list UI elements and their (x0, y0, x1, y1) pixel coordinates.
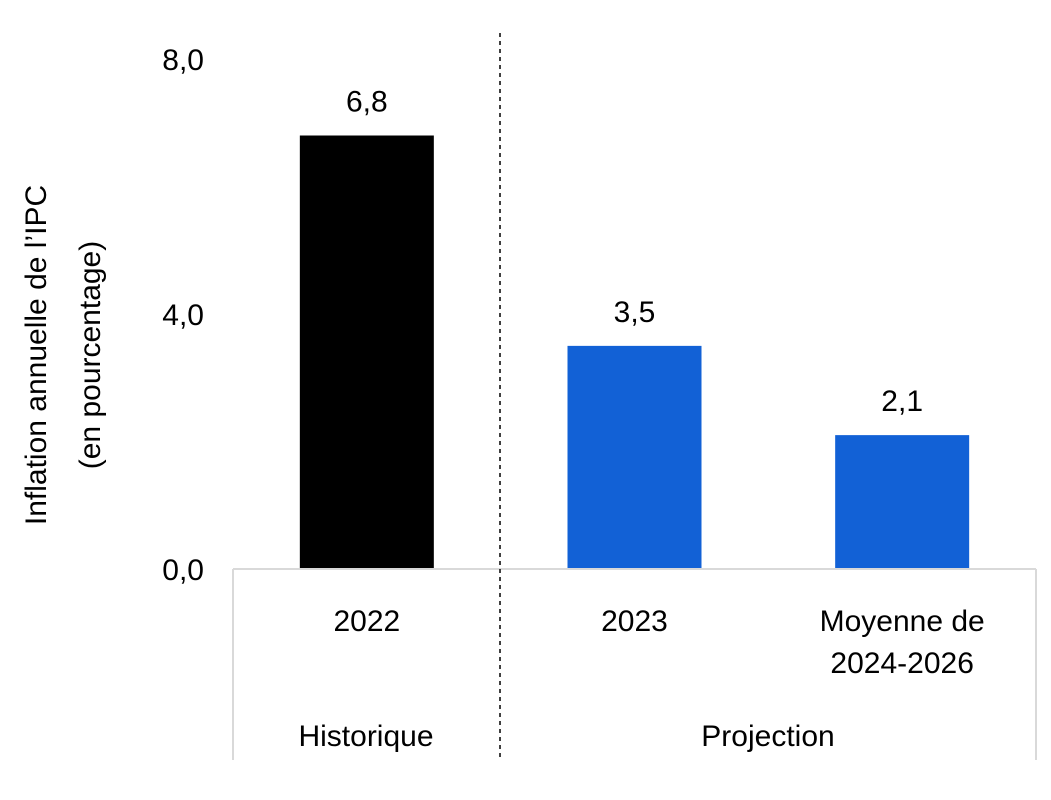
data-label: 3,5 (614, 296, 656, 329)
category-label: 2023 (601, 605, 668, 638)
y-tick-label: 0,0 (162, 554, 204, 587)
y-tick-label: 4,0 (162, 299, 204, 332)
bars (299, 135, 970, 569)
y-axis-title-line-1: Inflation annuelle de l’IPC (20, 185, 53, 525)
bar-3 (835, 435, 970, 569)
group-label: Historique (298, 720, 433, 753)
category-label: 2022 (333, 605, 400, 638)
y-tick-label: 8,0 (162, 44, 204, 77)
group-labels: Historique Projection (298, 720, 834, 753)
bar-1 (299, 135, 434, 569)
data-labels: 6,8 3,5 2,1 (346, 86, 923, 419)
category-label: Moyenne de 2024-2026 (820, 605, 985, 680)
axis-frame (232, 33, 1037, 760)
y-axis-ticks: 0,0 4,0 8,0 (162, 44, 204, 587)
data-label: 2,1 (881, 385, 923, 418)
group-label: Projection (701, 720, 834, 753)
category-labels: 2022 2023 Moyenne de 2024-2026 (333, 605, 984, 680)
data-label: 6,8 (346, 86, 388, 119)
y-axis-title-line-2: (en pourcentage) (74, 241, 107, 470)
bar-2 (567, 345, 702, 569)
